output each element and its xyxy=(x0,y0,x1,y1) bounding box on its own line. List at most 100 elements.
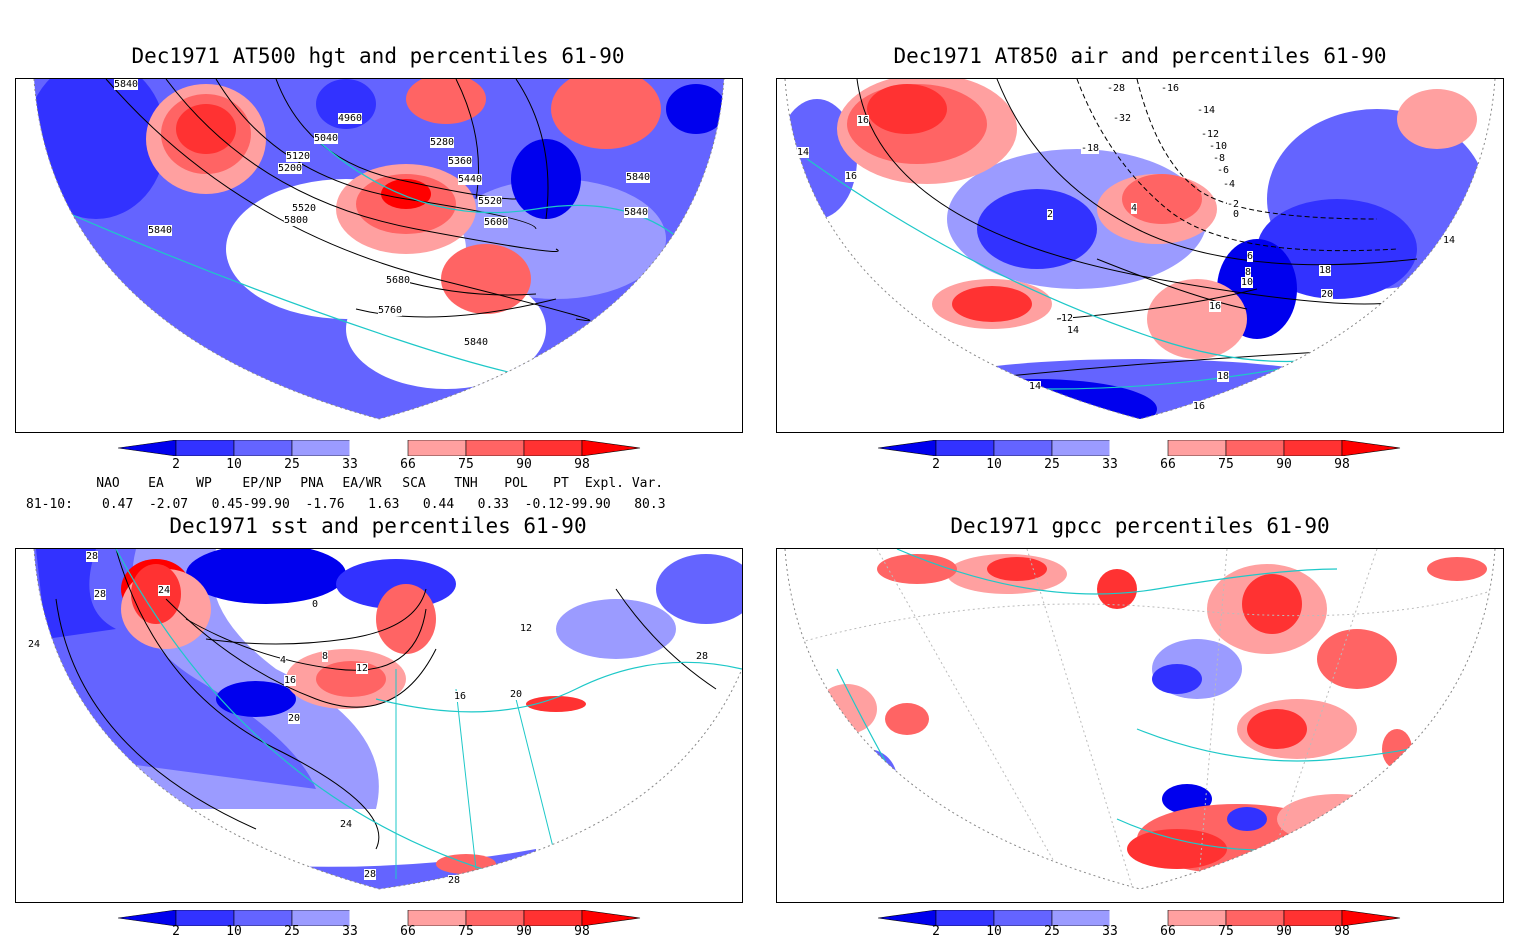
colorbar-label: 98 xyxy=(574,924,590,939)
map-sst-svg xyxy=(33,549,742,890)
contour-label: 18 xyxy=(1217,371,1230,382)
index-name-nao: NAO xyxy=(96,476,120,491)
contour-label: 16 xyxy=(845,171,858,182)
contour-label: -10 xyxy=(1209,141,1228,152)
index-name-pol: POL xyxy=(504,476,528,491)
contour-label: 5040 xyxy=(314,133,339,144)
contour-label: 14 xyxy=(1443,235,1456,246)
contour-label: 8 xyxy=(1245,267,1252,278)
contour-label: 28 xyxy=(364,869,377,880)
contour-label: 28 xyxy=(86,551,99,562)
colorbar-label: 75 xyxy=(458,457,474,472)
colorbar-label: 10 xyxy=(226,457,242,472)
contour-label: 5680 xyxy=(386,275,411,286)
contour-label: -28 xyxy=(1107,83,1126,94)
index-name-pt: PT xyxy=(553,476,569,491)
colorbar-label: 90 xyxy=(1276,924,1292,939)
contour-label: 4 xyxy=(280,655,287,666)
colorbar-label: 90 xyxy=(516,457,532,472)
contour-label: 16 xyxy=(284,675,297,686)
contour-label: 24 xyxy=(28,639,41,650)
colorbar-gpcc xyxy=(878,910,1401,926)
map-gpcc-svg xyxy=(784,549,1496,890)
colorbar-label: 10 xyxy=(986,457,1002,472)
colorbar-label: 25 xyxy=(1044,924,1060,939)
contour-label: 5840 xyxy=(114,79,139,90)
contour-label: 5600 xyxy=(484,217,509,228)
panel-title-hgt500: Dec1971 AT500 hgt and percentiles 61-90 xyxy=(131,44,625,68)
contour-label: 5760 xyxy=(378,305,403,316)
colorbar-hgt500 xyxy=(118,440,641,456)
contour-label: 5280 xyxy=(430,137,455,148)
contour-label: -8 xyxy=(1213,153,1226,164)
panel-title-gpcc: Dec1971 gpcc percentiles 61-90 xyxy=(950,514,1330,538)
contour-label: 4960 xyxy=(338,113,363,124)
colorbar-label: 66 xyxy=(400,924,416,939)
contour-label: -12 xyxy=(1201,129,1220,140)
contour-label: 5800 xyxy=(284,215,309,226)
contour-label: 5200 xyxy=(278,163,303,174)
contour-label: 12 xyxy=(1061,313,1074,324)
contour-label: 5440 xyxy=(458,174,483,185)
colorbar-label: 10 xyxy=(986,924,1002,939)
contour-label: 12 xyxy=(356,663,369,674)
contour-label: 14 xyxy=(1067,325,1080,336)
contour-label: 2 xyxy=(1047,209,1054,220)
colorbar-label: 2 xyxy=(932,924,940,939)
map-air850-svg xyxy=(784,79,1496,420)
contour-label: 16 xyxy=(857,115,870,126)
colorbar-label: 33 xyxy=(342,457,358,472)
contour-label: 20 xyxy=(1321,289,1334,300)
colorbar-label: 75 xyxy=(458,924,474,939)
colorbar-label: 98 xyxy=(1334,457,1350,472)
colorbar-label: 10 xyxy=(226,924,242,939)
contour-label: 28 xyxy=(696,651,709,662)
colorbar-label: 90 xyxy=(516,924,532,939)
colorbar-label: 2 xyxy=(172,924,180,939)
colorbar-label: 66 xyxy=(1160,924,1176,939)
colorbar-label: 98 xyxy=(1334,924,1350,939)
contour-label: 12 xyxy=(520,623,533,634)
contour-label: 28 xyxy=(448,875,461,886)
index-name-explvar: Expl. Var. xyxy=(584,476,664,491)
colorbar-label: 25 xyxy=(1044,457,1060,472)
contour-label: 5840 xyxy=(148,225,173,236)
contour-label: -4 xyxy=(1223,179,1236,190)
index-name-epnp: EP/NP xyxy=(242,476,282,491)
contour-label: -16 xyxy=(1161,83,1180,94)
colorbar-label: 75 xyxy=(1218,457,1234,472)
panel-title-sst: Dec1971 sst and percentiles 61-90 xyxy=(169,514,587,538)
colorbar-label: 98 xyxy=(574,457,590,472)
colorbar-label: 33 xyxy=(342,924,358,939)
contour-label: -18 xyxy=(1081,143,1100,154)
index-name-sca: SCA xyxy=(402,476,426,491)
colorbar-label: 33 xyxy=(1102,457,1118,472)
contour-label: 8 xyxy=(322,651,329,662)
contour-label: 5360 xyxy=(448,156,473,167)
contour-label: -14 xyxy=(1197,105,1216,116)
index-name-tnh: TNH xyxy=(454,476,478,491)
index-values: 0.47 -2.07 0.45-99.90 -1.76 1.63 0.44 0.… xyxy=(102,497,666,512)
colorbar-label: 2 xyxy=(932,457,940,472)
contour-label: 16 xyxy=(1209,301,1222,312)
colorbar-label: 66 xyxy=(400,457,416,472)
contour-label: 5520 xyxy=(478,196,503,207)
map-panel-sst: 28 28 24 24 0 4 8 12 16 20 24 28 28 16 2… xyxy=(15,548,743,903)
contour-label: -6 xyxy=(1217,165,1230,176)
contour-label: 0 xyxy=(1233,209,1240,220)
contour-label: 20 xyxy=(288,713,301,724)
panel-title-air850: Dec1971 AT850 air and percentiles 61-90 xyxy=(893,44,1387,68)
index-row-label: 81-10: xyxy=(26,497,73,512)
index-name-wp: WP xyxy=(196,476,212,491)
map-panel-air850: 16 14 16 -28 -32 -18 -16 -14 -12 -10 -8 … xyxy=(776,78,1504,433)
contour-label: 4 xyxy=(1131,203,1138,214)
contour-label: 0 xyxy=(312,599,319,610)
contour-label: 16 xyxy=(1193,401,1206,412)
colorbar-label: 66 xyxy=(1160,457,1176,472)
map-panel-hgt500: 5840 4960 5040 5120 5200 5280 5360 5440 … xyxy=(15,78,743,433)
colorbar-label: 75 xyxy=(1218,924,1234,939)
contour-label: 14 xyxy=(1029,381,1042,392)
contour-label: -2 xyxy=(1227,199,1240,210)
contour-label: 16 xyxy=(454,691,467,702)
colorbar-label: 25 xyxy=(284,457,300,472)
